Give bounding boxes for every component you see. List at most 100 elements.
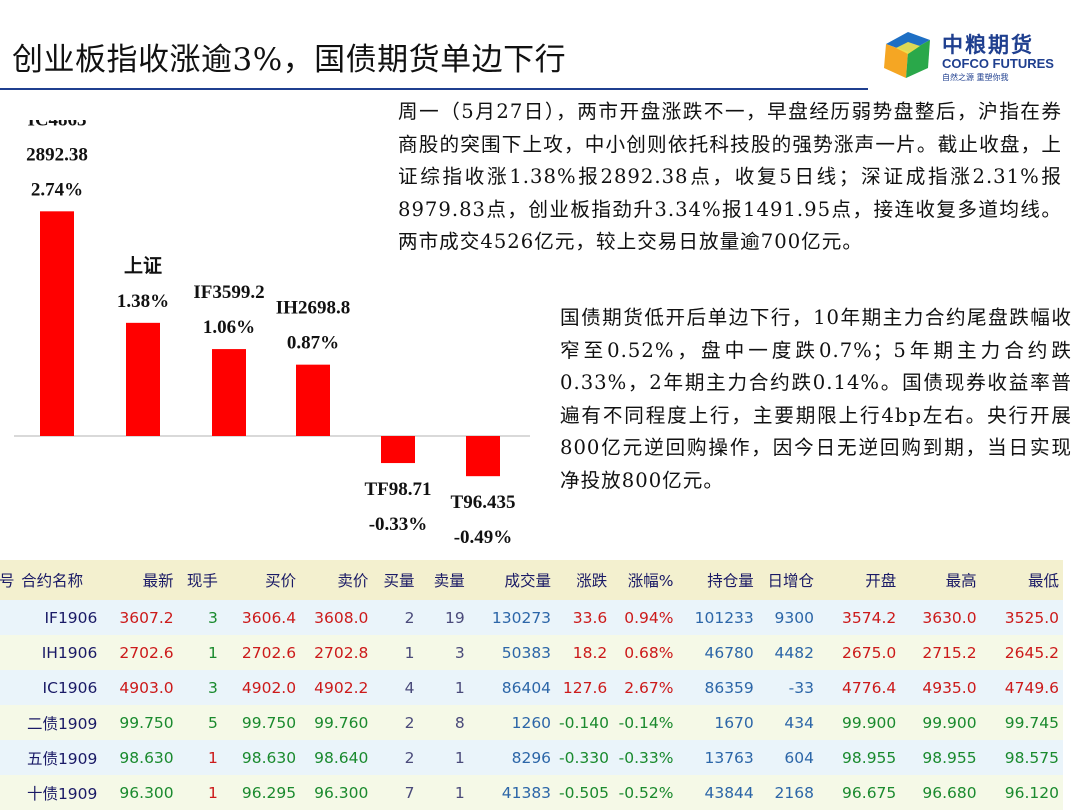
table-cell bbox=[0, 775, 17, 810]
cofco-logo: 中粮期货 COFCO FUTURES 自然之源 重塑你我 bbox=[878, 24, 1068, 88]
chart-bar bbox=[126, 322, 160, 436]
table-cell: 十债1909 bbox=[26, 784, 98, 803]
table-cell: 3608.0 bbox=[314, 608, 369, 627]
chart-category-label: IF3599.2 bbox=[193, 282, 264, 303]
table-cell: -33 bbox=[788, 678, 814, 697]
table-cell: 1 bbox=[207, 643, 218, 662]
table-cell bbox=[0, 740, 17, 775]
table-cell: 1260 bbox=[511, 713, 552, 732]
table-cell: 4482 bbox=[774, 643, 814, 662]
table-cell: 3 bbox=[207, 678, 218, 697]
chart-category-label: IH2698.8 bbox=[276, 298, 350, 319]
table-cell: 3 bbox=[207, 608, 218, 627]
table-cell: 4 bbox=[404, 678, 415, 697]
table-cell: 2702.8 bbox=[314, 643, 369, 662]
table-cell: 96.120 bbox=[1004, 783, 1059, 802]
table-cell: 98.955 bbox=[922, 748, 977, 767]
table-cell: 7 bbox=[404, 783, 415, 802]
table-cell: 4903.0 bbox=[119, 678, 174, 697]
table-cell: 2 bbox=[404, 608, 415, 627]
table-cell: 43844 bbox=[704, 783, 754, 802]
table-cell: 2702.6 bbox=[119, 643, 174, 662]
futures-quote-table: 号合约名称 最新 现手 买价 卖价 买量 卖量 成交量 涨跌 涨幅% 持仓量 日增仓 开盘 最高 最低 IF… bbox=[0, 560, 1063, 810]
table-cell: 99.745 bbox=[1004, 713, 1059, 732]
table-row[interactable]: 二债1909 99.750 5 99.750 99.760 2 8 1260 -0.140 -0.… bbox=[0, 705, 1063, 740]
cofco-logo-icon bbox=[884, 32, 930, 78]
chart-category-label: T96.435 bbox=[451, 492, 516, 513]
table-cell: 98.575 bbox=[1004, 748, 1059, 767]
table-cell: 18.2 bbox=[572, 643, 608, 662]
table-cell bbox=[0, 670, 17, 705]
table-cell: 1 bbox=[454, 783, 465, 802]
table-cell: 41383 bbox=[501, 783, 552, 802]
table-header-cell: 买量 bbox=[383, 572, 415, 590]
table-cell: 1 bbox=[454, 678, 465, 697]
table-cell: 96.300 bbox=[119, 783, 174, 802]
chart-percent-label: -0.49% bbox=[454, 527, 513, 548]
table-cell: 9300 bbox=[774, 608, 814, 627]
table-cell: -0.505 bbox=[559, 783, 610, 802]
logo-english-name: COFCO FUTURES bbox=[942, 56, 1054, 71]
futures-quote-table-wrap: 号合约名称 最新 现手 买价 卖价 买量 卖量 成交量 涨跌 涨幅% 持仓量 日增仓 开盘 最高 最低 IF… bbox=[0, 560, 1080, 810]
table-cell: 1 bbox=[404, 643, 415, 662]
table-header-cell: 买价 bbox=[265, 572, 297, 590]
table-cell: 3 bbox=[454, 643, 465, 662]
table-cell: 4935.0 bbox=[922, 678, 977, 697]
table-cell: 98.640 bbox=[314, 748, 369, 767]
table-cell: 五债1909 bbox=[26, 749, 98, 768]
table-cell: 4902.0 bbox=[241, 678, 297, 697]
table-cell: 4776.4 bbox=[842, 678, 897, 697]
table-cell: 99.750 bbox=[241, 713, 297, 732]
chart-bar bbox=[40, 211, 74, 436]
chart-percent-label: -0.33% bbox=[369, 514, 428, 535]
chart-bar bbox=[212, 349, 246, 436]
table-header-cell: 号 bbox=[0, 572, 15, 590]
table-cell: 96.680 bbox=[922, 783, 977, 802]
table-cell: 130273 bbox=[491, 608, 552, 627]
table-header-cell: 开盘 bbox=[865, 572, 897, 590]
table-cell: 2675.0 bbox=[842, 643, 897, 662]
slide-title: 创业板指收涨逾3%，国债期货单边下行 bbox=[12, 42, 567, 78]
table-header-cell: 成交量 bbox=[504, 572, 552, 590]
table-row[interactable]: 十债1909 96.300 1 96.295 96.300 7 1 41383 -0.505 -0… bbox=[0, 775, 1063, 810]
bar-chart-svg: IC4863 2892.38 2.74% 上证 1.38% IF3599.2 1.06% IH… bbox=[14, 120, 530, 548]
table-cell: 96.300 bbox=[314, 783, 369, 802]
table-cell: 98.630 bbox=[241, 748, 297, 767]
table-header-cell: 最新 bbox=[142, 572, 174, 590]
table-header-cell: 日增仓 bbox=[767, 572, 814, 590]
table-row[interactable]: 五债1909 98.630 1 98.630 98.640 2 1 8296 -0.330 -0.… bbox=[0, 740, 1063, 775]
table-header-cell: 涨跌 bbox=[576, 572, 608, 590]
index-change-chart: IC4863 2892.38 2.74% 上证 1.38% IF3599.2 1.06% IH… bbox=[0, 120, 560, 560]
table-cell: 4902.2 bbox=[314, 678, 369, 697]
chart-category-label: IC4863 bbox=[27, 120, 86, 130]
table-cell: 99.900 bbox=[922, 713, 977, 732]
chart-value-label: 2892.38 bbox=[26, 144, 88, 165]
table-cell: 434 bbox=[784, 713, 814, 732]
table-cell: 1 bbox=[207, 783, 218, 802]
table-cell: 86404 bbox=[501, 678, 552, 697]
table-cell: 2645.2 bbox=[1004, 643, 1059, 662]
table-cell: 98.630 bbox=[119, 748, 174, 767]
table-cell: IF1906 bbox=[44, 608, 98, 627]
table-cell: 50383 bbox=[501, 643, 552, 662]
table-row[interactable]: IC1906 4903.0 3 4902.0 4902.2 4 1 86404 127.6 2.6… bbox=[0, 670, 1063, 705]
table-row[interactable]: IH1906 2702.6 1 2702.6 2702.8 1 3 50383 18.2 0.68… bbox=[0, 635, 1063, 670]
table-cell: 99.900 bbox=[842, 713, 897, 732]
table-header-cell: 现手 bbox=[186, 572, 218, 590]
table-cell: 19 bbox=[445, 608, 465, 627]
table-cell: -0.14% bbox=[618, 713, 674, 732]
market-commentary: 周一（5月27日），两市开盘涨跌不一，早盘经历弱势盘整后，沪指在券商股的突围下上… bbox=[398, 100, 1062, 253]
table-cell: 5 bbox=[207, 713, 218, 732]
table-cell: 2.67% bbox=[624, 678, 674, 697]
table-cell: 1 bbox=[207, 748, 218, 767]
table-cell: 0.68% bbox=[624, 643, 674, 662]
chart-category-label: 上证 bbox=[124, 255, 162, 277]
table-cell: 4749.6 bbox=[1004, 678, 1059, 697]
table-row[interactable]: IF1906 3607.2 3 3606.4 3608.0 2 19 130273 33.6 0.… bbox=[0, 600, 1063, 635]
table-header-row: 号合约名称 最新 现手 买价 卖价 买量 卖量 成交量 涨跌 涨幅% 持仓量 日增仓 开盘 最高 最低 bbox=[0, 560, 1063, 600]
table-cell: 3525.0 bbox=[1004, 608, 1059, 627]
table-cell bbox=[0, 705, 17, 740]
table-header-cell: 合约名称 bbox=[21, 572, 84, 590]
table-cell: 3607.2 bbox=[119, 608, 174, 627]
table-header-cell: 最高 bbox=[945, 572, 977, 590]
